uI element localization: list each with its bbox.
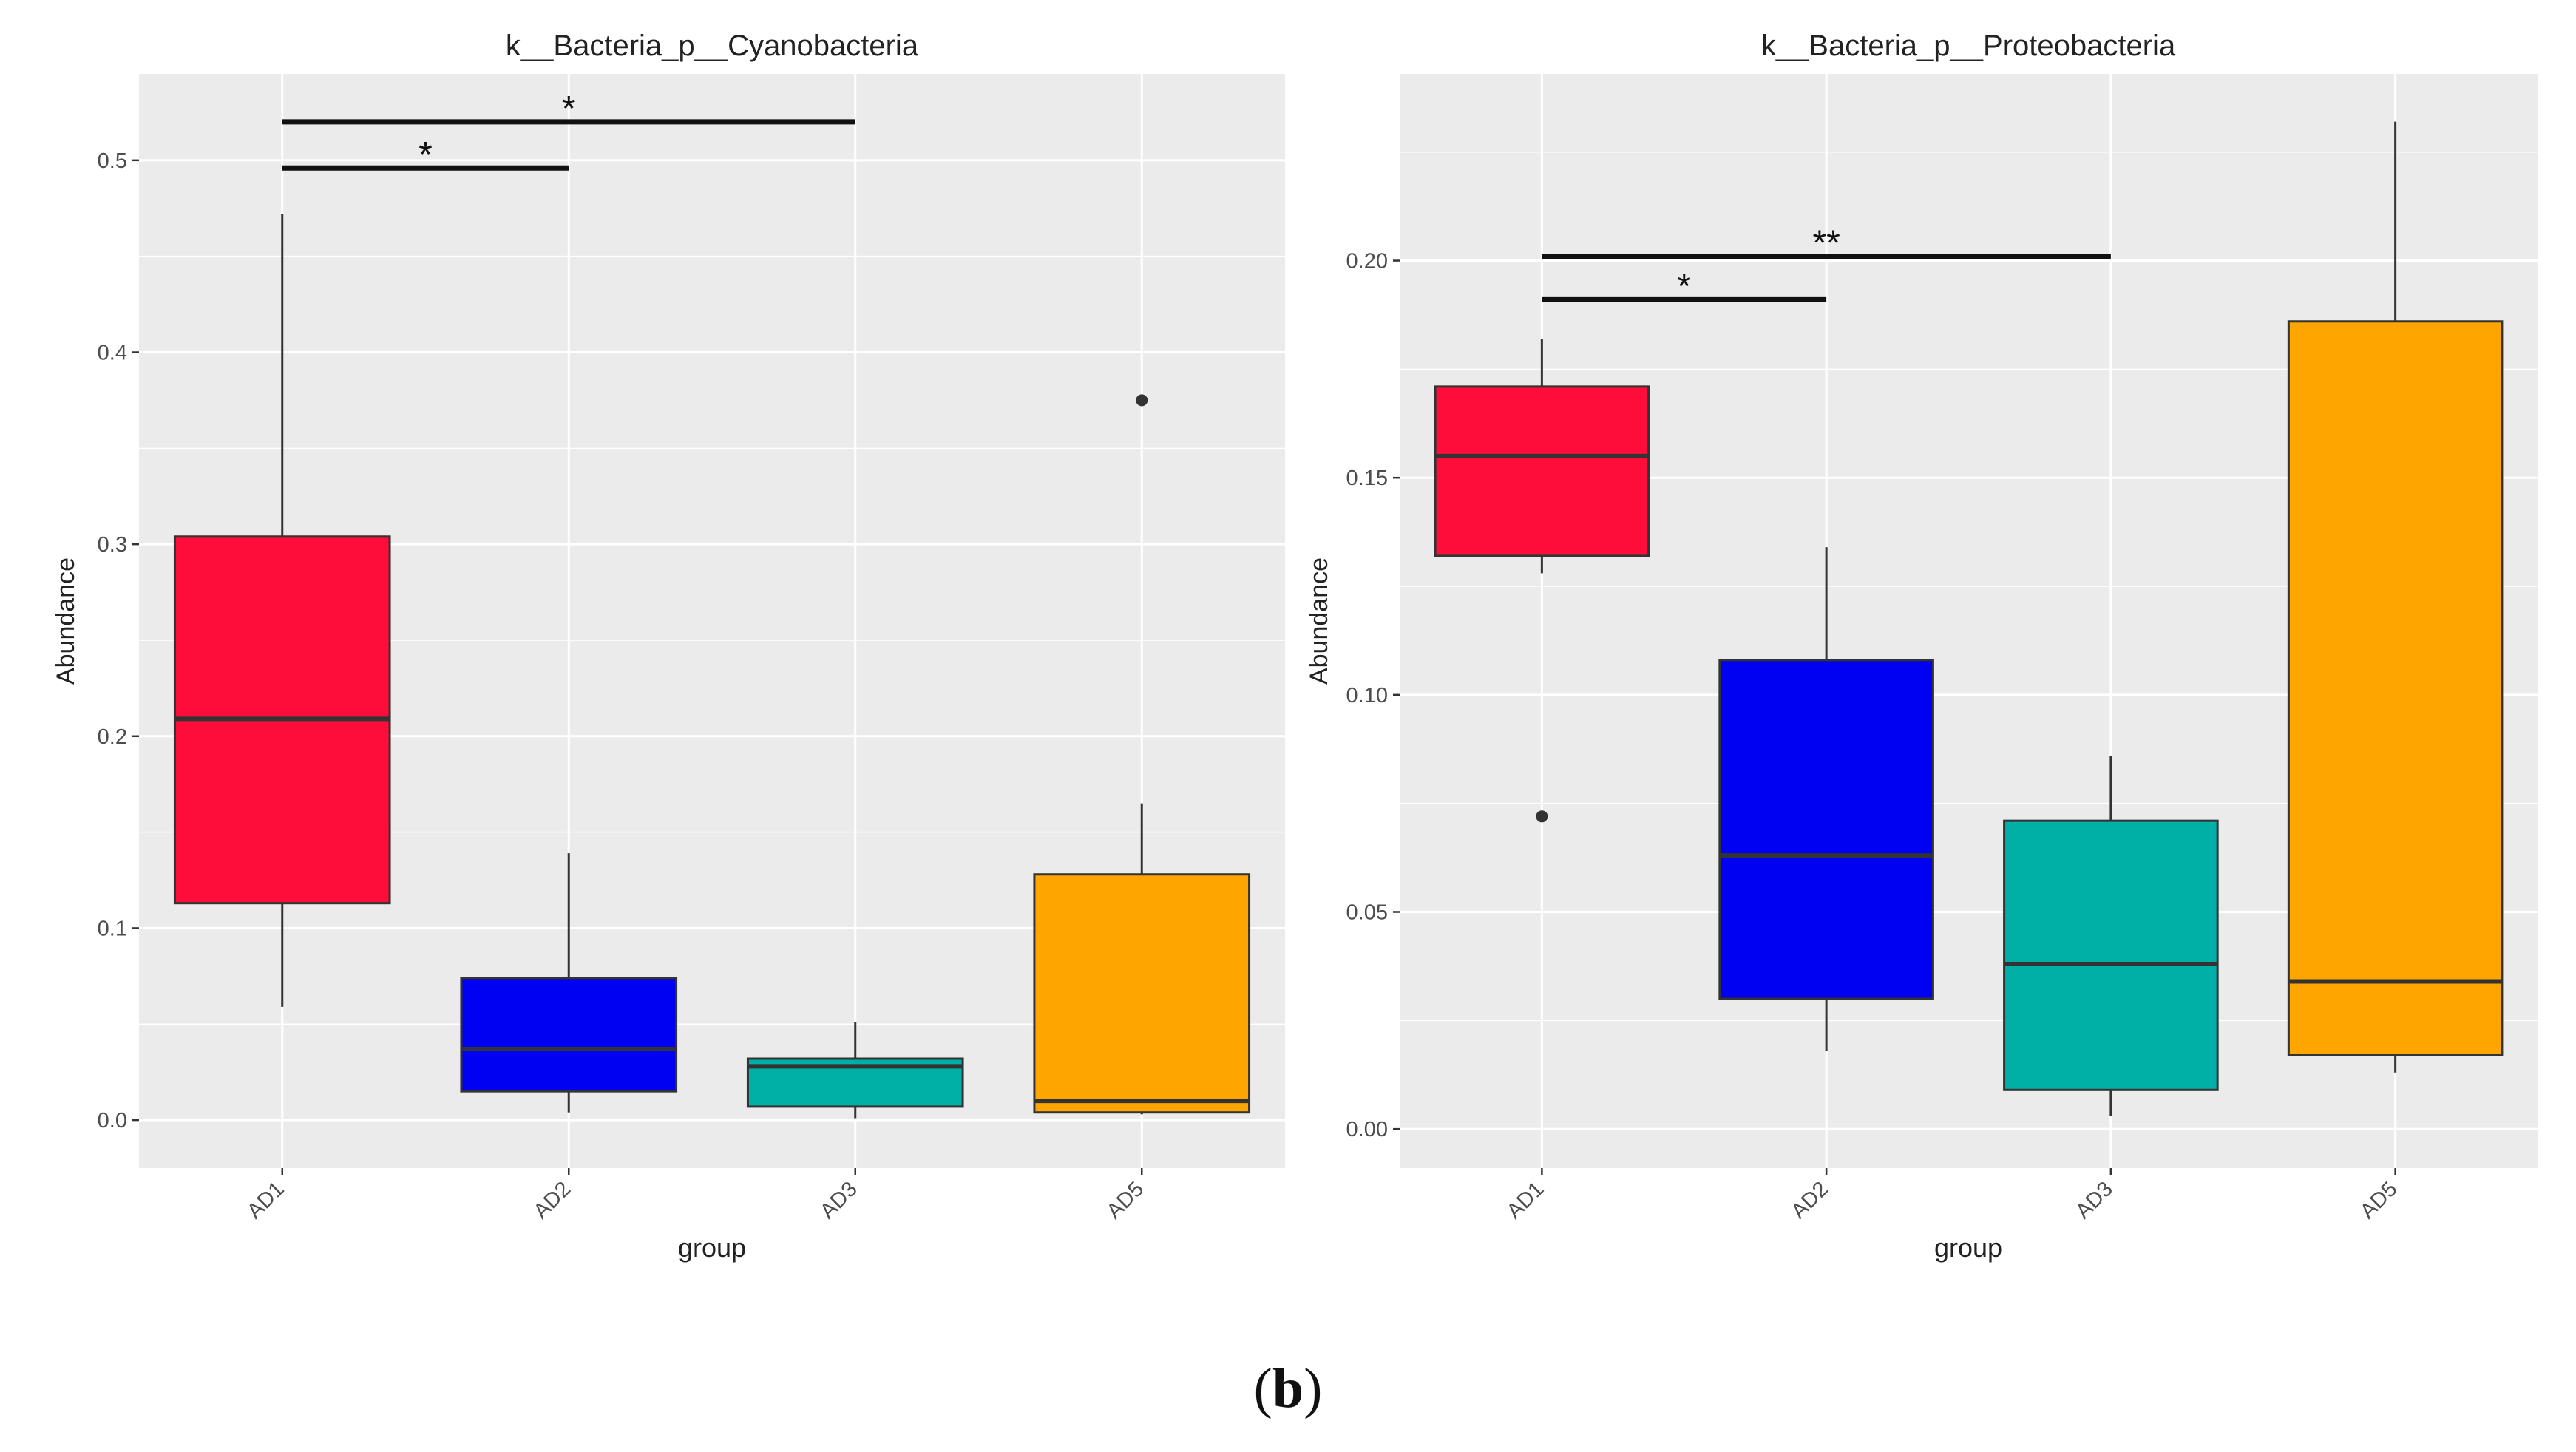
panel2-box-AD3 xyxy=(2003,819,2219,1091)
panel1-significance-label-AD1-AD2: * xyxy=(418,135,433,174)
panel2-chart-title: k__Bacteria_p__Proteobacteria xyxy=(1761,30,2176,62)
caption-open-paren: ( xyxy=(1253,1357,1272,1419)
panel2-x-axis-label: group xyxy=(1934,1232,2002,1263)
panel2-box-AD5 xyxy=(2287,320,2504,1056)
panel1-box-AD2 xyxy=(460,977,678,1093)
panel1-x-tick-label: AD2 xyxy=(529,1177,576,1224)
panel1-y-tick-label: 0.2 xyxy=(98,725,127,749)
panel2-outlier-AD1 xyxy=(1536,810,1548,823)
panel2-x-tick-label: AD5 xyxy=(2356,1177,2402,1224)
caption-label: b xyxy=(1272,1357,1304,1419)
panel1-x-axis-label: group xyxy=(678,1232,746,1263)
panel1-y-tick-label: 0.0 xyxy=(98,1109,127,1133)
panel2-box-AD2 xyxy=(1718,659,1934,1000)
panel2-y-tick-label: 0.05 xyxy=(1346,900,1388,924)
panel1-x-tick-label: AD1 xyxy=(243,1177,289,1224)
caption-close-paren: ) xyxy=(1304,1357,1323,1419)
panel1-x-tick-label: AD3 xyxy=(816,1177,862,1224)
panel2-y-tick-label: 0.15 xyxy=(1346,467,1388,490)
panel1-y-axis-label: Abundance xyxy=(52,557,80,685)
panel2-y-tick-label: 0.10 xyxy=(1346,684,1388,708)
panel1-chart-title: k__Bacteria_p__Cyanobacteria xyxy=(506,30,919,62)
panel2-significance-label-AD1-AD3: ** xyxy=(1812,224,1840,263)
panel1-box-AD5 xyxy=(1033,873,1251,1114)
figure-caption: (b) xyxy=(0,1357,2576,1421)
panel1-y-tick-label: 0.1 xyxy=(98,917,127,940)
panel2-y-tick-label: 0.00 xyxy=(1346,1118,1388,1141)
panel2-x-tick-label: AD1 xyxy=(1502,1177,1549,1224)
panel2-y-tick-label: 0.20 xyxy=(1346,250,1388,274)
panel1-outlier-AD5 xyxy=(1136,394,1148,407)
panel1-y-tick-label: 0.5 xyxy=(98,149,127,173)
panel2-box-AD1 xyxy=(1434,385,1650,557)
panel2-x-tick-label: AD3 xyxy=(2071,1177,2118,1224)
panel1-y-tick-label: 0.3 xyxy=(98,533,127,557)
panel1-significance-label-AD1-AD3: * xyxy=(562,89,576,129)
panel2-y-axis-label: Abundance xyxy=(1305,557,1333,685)
panel2-significance-label-AD1-AD2: * xyxy=(1677,267,1691,306)
panel1-y-tick-label: 0.4 xyxy=(98,341,127,364)
panel2-x-tick-label: AD2 xyxy=(1787,1177,1834,1224)
panel1-x-tick-label: AD5 xyxy=(1102,1177,1149,1224)
